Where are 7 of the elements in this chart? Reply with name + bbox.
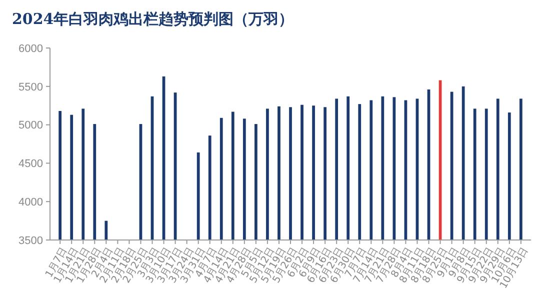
y-tick-label: 6000 [18, 42, 43, 55]
y-tick-label: 5500 [18, 81, 43, 94]
chart-title: 2024年白羽肉鸡出栏趋势预判图（万羽） [12, 10, 294, 28]
y-tick-label: 5000 [18, 120, 43, 132]
y-tick-label: 4500 [18, 158, 43, 170]
y-tick-label: 3500 [18, 234, 43, 247]
y-tick-label: 4000 [18, 196, 43, 208]
